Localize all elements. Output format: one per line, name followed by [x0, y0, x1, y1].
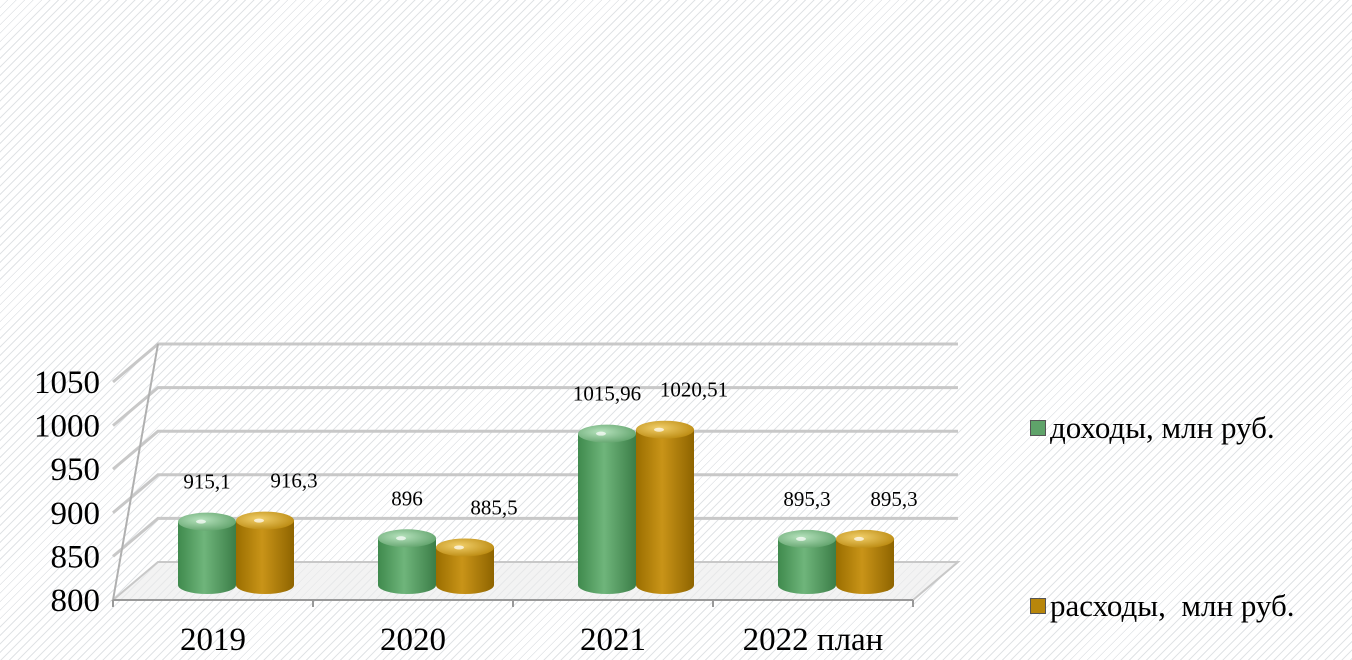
- data-labels: 915,1 916,3 896 885,5 1015,96 1020,51 895,3 895…: [183, 378, 917, 520]
- bar-top: [578, 424, 636, 443]
- legend-label-income: доходы, млн руб.: [1050, 410, 1275, 445]
- y-tick-label: 1050: [34, 365, 100, 401]
- bar-top: [636, 420, 694, 439]
- data-label: 895,3: [783, 487, 830, 511]
- bar-top: [236, 511, 294, 530]
- data-label: 1020,51: [660, 378, 728, 402]
- axes: 800 850 900 950 1000 1050 2019 2020 2021 2022 пла…: [34, 343, 914, 658]
- data-label: 885,5: [470, 495, 517, 519]
- x-tick-label: 2020: [380, 622, 446, 658]
- bar-highlight: [654, 427, 664, 432]
- data-label: 915,1: [183, 470, 230, 494]
- bar-highlight: [196, 519, 206, 524]
- bar-highlight: [796, 536, 806, 541]
- legend-swatch-income: [1030, 420, 1046, 436]
- gridline: [112, 386, 958, 427]
- data-label: 895,3: [870, 487, 917, 511]
- bar-top: [436, 538, 494, 557]
- legend-item-expenses: расходы, млн руб.: [1030, 588, 1295, 624]
- x-tick-label: 2022 план: [743, 622, 884, 658]
- bar-highlight: [596, 431, 606, 436]
- bar-highlight: [854, 536, 864, 541]
- data-label: 1015,96: [573, 382, 641, 406]
- bar: [236, 520, 294, 594]
- gridline: [112, 473, 958, 514]
- bar: [578, 433, 636, 594]
- bar-highlight: [396, 536, 406, 541]
- bar: [636, 429, 694, 594]
- data-label: 896: [391, 486, 423, 510]
- bar-highlight: [454, 545, 464, 550]
- bar-highlight: [254, 518, 264, 523]
- bar-top: [178, 512, 236, 531]
- x-tick-label: 2021: [580, 622, 646, 658]
- legend-label-expenses: расходы, млн руб.: [1050, 588, 1295, 623]
- bar: [436, 547, 494, 594]
- y-tick-label: 950: [51, 452, 101, 488]
- legend-item-income: доходы, млн руб.: [1030, 410, 1275, 446]
- y-axis-line: [112, 343, 159, 601]
- bar-top: [378, 529, 436, 548]
- bar: [778, 538, 836, 594]
- gridline: [112, 342, 958, 384]
- bar: [178, 521, 236, 594]
- bar: [836, 538, 894, 594]
- y-tick-label: 1000: [34, 409, 100, 445]
- gridline: [112, 429, 958, 471]
- bar-top: [778, 529, 836, 548]
- bar-top: [836, 529, 894, 548]
- bar: [378, 538, 436, 594]
- data-label: 916,3: [270, 469, 317, 493]
- y-tick-label: 900: [51, 496, 101, 532]
- y-tick-label: 800: [51, 583, 101, 619]
- legend-swatch-expenses: [1030, 598, 1046, 614]
- y-tick-label: 850: [51, 539, 101, 575]
- x-tick-label: 2019: [180, 622, 246, 658]
- bars: [178, 420, 894, 594]
